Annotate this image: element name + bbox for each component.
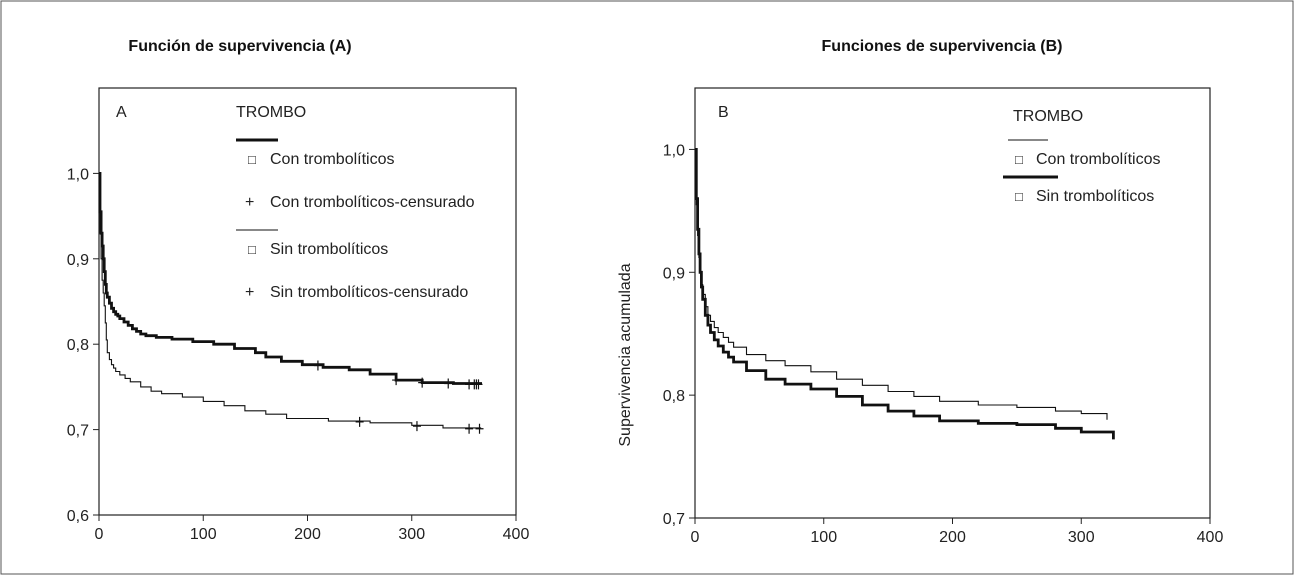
series-line-thick [694, 148, 1115, 440]
x-tick-label: 300 [398, 526, 425, 543]
panel-b-series [694, 148, 1115, 440]
y-tick-label: 0,7 [663, 511, 685, 528]
panel-a-x-axis: 0 100 200 300 400 [95, 515, 530, 543]
legend-marker-square: □ [248, 242, 256, 257]
series-line-thin [99, 172, 482, 429]
legend-entry-con-trombo: Con trombolíticos [270, 151, 395, 168]
panel-b-label: B [718, 104, 729, 121]
panel-b-title: Funciones de supervivencia (B) [822, 38, 1063, 55]
y-tick-label: 0,8 [67, 337, 89, 354]
legend-entry-sin-trombo: Sin trombolíticos [1036, 188, 1154, 205]
censored-mark [474, 379, 483, 390]
x-tick-label: 400 [1197, 529, 1224, 546]
censored-mark [418, 377, 427, 388]
panel-a: Función de supervivencia (A) A 0,6 0,7 0,8… [67, 38, 530, 543]
panel-b-legend-title: TROMBO [1013, 108, 1083, 125]
y-tick-label: 1,0 [67, 166, 89, 183]
y-tick-label: 0,9 [663, 265, 685, 282]
x-tick-label: 0 [95, 526, 104, 543]
legend-entry-con-censurado: Con trombolíticos-censurado [270, 194, 475, 211]
panel-b-legend: TROMBO □ Con trombolíticos □ Sin trombol… [1003, 108, 1161, 205]
series-line-thick [98, 172, 482, 385]
censored-mark [412, 421, 421, 432]
legend-marker-square: □ [248, 152, 256, 167]
panel-b-y-axis-label: Supervivencia acumulada [617, 263, 634, 446]
panel-a-legend: TROMBO □ Con trombolíticos + Con trombol… [236, 104, 475, 301]
y-tick-label: 1,0 [663, 142, 685, 159]
legend-marker-plus: + [245, 284, 254, 301]
x-tick-label: 100 [190, 526, 217, 543]
y-tick-label: 0,7 [67, 423, 89, 440]
censored-mark [355, 416, 364, 427]
censored-mark [465, 423, 474, 434]
panel-a-legend-title: TROMBO [236, 104, 306, 121]
censored-mark [313, 360, 322, 371]
legend-marker-square: □ [1015, 189, 1023, 204]
panel-b: Funciones de supervivencia (B) Supervive… [617, 38, 1223, 546]
panel-b-y-axis: 0,7 0,8 0,9 1,0 [663, 142, 695, 528]
y-tick-label: 0,6 [67, 508, 89, 525]
y-tick-label: 0,9 [67, 252, 89, 269]
panel-a-series [98, 172, 484, 434]
censored-mark [392, 375, 401, 386]
legend-entry-sin-trombo: Sin trombolíticos [270, 241, 388, 258]
legend-entry-con-trombo: Con trombolíticos [1036, 151, 1161, 168]
legend-entry-sin-censurado: Sin trombolíticos-censurado [270, 284, 468, 301]
censored-mark [475, 423, 484, 434]
legend-marker-plus: + [245, 194, 254, 211]
legend-marker-square: □ [1015, 152, 1023, 167]
x-tick-label: 0 [691, 529, 700, 546]
x-tick-label: 200 [294, 526, 321, 543]
panel-a-y-axis: 0,6 0,7 0,8 0,9 1,0 [67, 166, 99, 525]
censored-mark [444, 378, 453, 389]
panel-a-label: A [116, 104, 127, 121]
x-tick-label: 200 [939, 529, 966, 546]
panel-a-title: Función de supervivencia (A) [128, 38, 351, 55]
panel-b-x-axis: 0 100 200 300 400 [691, 518, 1224, 546]
x-tick-label: 400 [503, 526, 530, 543]
y-tick-label: 0,8 [663, 388, 685, 405]
x-tick-label: 300 [1068, 529, 1095, 546]
x-tick-label: 100 [810, 529, 837, 546]
